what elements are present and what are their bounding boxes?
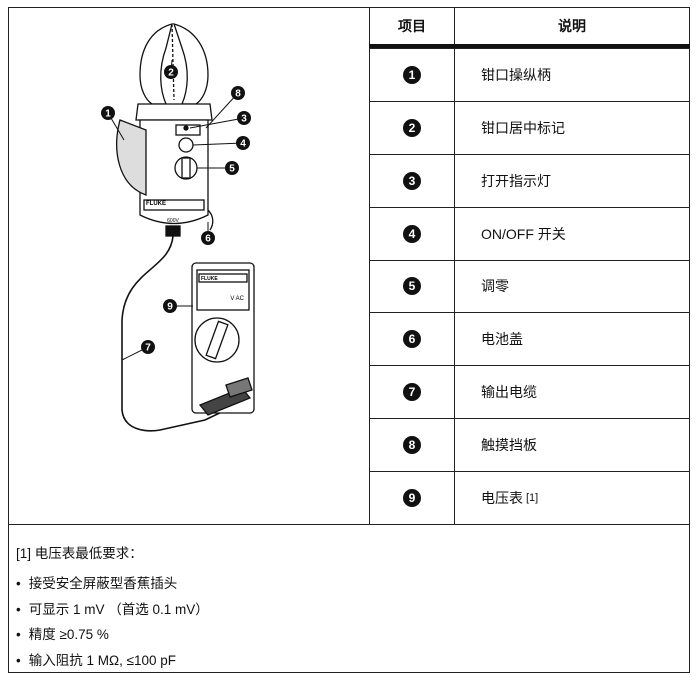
callout-number: 6 (205, 234, 211, 245)
callout-number: 9 (167, 302, 173, 313)
callout-badge (164, 65, 178, 79)
description-cell: 调零 (454, 259, 690, 314)
item-number: 4 (403, 224, 421, 243)
callout-badge (141, 340, 155, 354)
item-number: 3 (403, 171, 421, 190)
brand-label: FLUKE (146, 201, 166, 207)
item-cell: 1 (369, 48, 455, 102)
description-cell: 电压表 [1] (454, 471, 690, 525)
rating-label: 600V (167, 218, 179, 224)
footnote-title: [1] 电压表最低要求： (16, 546, 143, 561)
item-cell: 2 (369, 100, 455, 155)
item-number: 6 (403, 330, 421, 349)
description: 触摸挡板 (481, 437, 537, 454)
item-number: 7 (403, 383, 421, 402)
callout-number: 7 (145, 343, 151, 354)
footnote-item: • 输入阻抗 1 MΩ, ≤100 pF (16, 649, 176, 669)
brand-label: FLUKE (201, 276, 218, 282)
callout-badge (201, 231, 215, 245)
item-cell: 5 (369, 259, 455, 314)
header-cell: 说明 (454, 7, 690, 45)
description-cell: 打开指示灯 (454, 153, 690, 208)
description-cell: ON/OFF 开关 (454, 206, 690, 261)
item-cell: 4 (369, 206, 455, 261)
description-cell: 钳口居中标记 (454, 100, 690, 155)
description-cell: 触摸挡板 (454, 418, 690, 473)
illustration: FLUKE 600V V AC FLUKE 2 8 1 3 4 5 6 9 7 (101, 23, 255, 432)
footnote-text: 精度 ≥0.75 % (28, 627, 109, 642)
callout-badge (237, 111, 251, 125)
callout-number: 8 (235, 89, 241, 100)
description-cell: 电池盖 (454, 312, 690, 367)
bullet: • (16, 576, 21, 591)
header-rule (369, 44, 690, 49)
description: 调零 (481, 278, 509, 295)
description: ON/OFF 开关 (481, 225, 566, 242)
range-label: V AC (230, 296, 244, 302)
item-cell: 3 (369, 153, 455, 208)
item-number: 2 (403, 118, 421, 137)
footnote-text: 输入阻抗 1 MΩ, ≤100 pF (28, 652, 177, 668)
description: 钳口操纵柄 (481, 66, 551, 83)
callout-number: 5 (229, 164, 235, 175)
description-cell: 输出电缆 (454, 365, 690, 420)
leader-line (205, 92, 239, 129)
header-cell: 项目 (369, 7, 455, 45)
description: 输出电缆 (481, 384, 537, 401)
item-number: 8 (403, 436, 421, 455)
callout-number: 2 (168, 68, 174, 79)
callout-badge (236, 136, 250, 150)
callout-number: 3 (241, 114, 247, 125)
description: 电压表 (481, 490, 523, 507)
leader-line (189, 117, 245, 129)
callout-badge (163, 299, 177, 313)
bullet: • (16, 627, 21, 642)
footnote-item: • 可显示 1 mV （首选 0.1 mV） (16, 598, 209, 618)
callout-number: 1 (105, 109, 111, 120)
footnote-ref: [1] (526, 492, 539, 505)
footnote-text: 可显示 1 mV （首选 0.1 mV） (28, 601, 209, 617)
item-number: 1 (403, 65, 421, 84)
callouts: 2 8 1 3 4 5 6 9 7 (101, 59, 251, 361)
item-cell: 7 (369, 365, 455, 420)
bullet: • (16, 652, 21, 668)
item-cell: 9 (369, 471, 455, 525)
item-cell: 8 (369, 418, 455, 473)
callout-badge (231, 86, 245, 100)
callout-number: 4 (240, 139, 246, 150)
footnote-item: • 精度 ≥0.75 % (16, 623, 109, 643)
footnote-item: • 接受安全屏蔽型香蕉插头 (16, 572, 177, 592)
item-number: 9 (403, 489, 421, 508)
leader-line (192, 142, 244, 146)
callout-badge (225, 161, 239, 175)
description: 电池盖 (481, 331, 523, 348)
callout-badge (101, 106, 115, 120)
bullet: • (16, 601, 21, 617)
description: 钳口居中标记 (481, 119, 565, 136)
item-number: 5 (403, 277, 421, 296)
item-cell: 6 (369, 312, 455, 367)
description-cell: 钳口操纵柄 (454, 48, 690, 102)
footnote-text: 接受安全屏蔽型香蕉插头 (28, 576, 178, 591)
description: 打开指示灯 (481, 172, 551, 189)
